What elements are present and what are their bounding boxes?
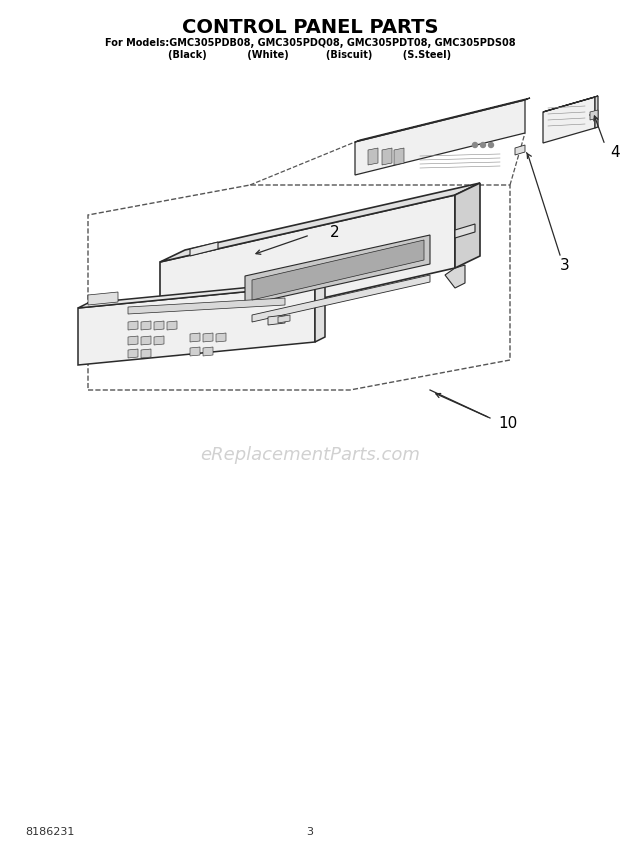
- Polygon shape: [445, 265, 465, 288]
- Polygon shape: [455, 183, 480, 268]
- Polygon shape: [128, 336, 138, 345]
- Polygon shape: [455, 224, 475, 238]
- Polygon shape: [141, 321, 151, 330]
- Polygon shape: [394, 148, 404, 165]
- Polygon shape: [141, 336, 151, 345]
- Text: 4: 4: [610, 145, 619, 159]
- Circle shape: [489, 142, 494, 147]
- Polygon shape: [355, 98, 530, 142]
- Polygon shape: [128, 349, 138, 358]
- Polygon shape: [168, 335, 178, 355]
- Polygon shape: [190, 333, 200, 342]
- Polygon shape: [128, 298, 285, 314]
- Text: 2: 2: [330, 224, 340, 240]
- Polygon shape: [78, 285, 315, 365]
- Circle shape: [472, 142, 477, 147]
- Text: 10: 10: [498, 415, 517, 431]
- Polygon shape: [245, 235, 430, 305]
- Text: CONTROL PANEL PARTS: CONTROL PANEL PARTS: [182, 18, 438, 37]
- Circle shape: [480, 142, 485, 147]
- Polygon shape: [141, 349, 151, 358]
- Polygon shape: [543, 96, 598, 112]
- Polygon shape: [216, 333, 226, 342]
- Polygon shape: [167, 321, 177, 330]
- Polygon shape: [315, 280, 325, 342]
- Polygon shape: [590, 110, 598, 120]
- Polygon shape: [252, 240, 424, 300]
- Polygon shape: [190, 347, 200, 356]
- Polygon shape: [515, 145, 525, 155]
- Polygon shape: [355, 100, 525, 175]
- Polygon shape: [252, 275, 430, 322]
- Polygon shape: [160, 183, 480, 262]
- Polygon shape: [128, 321, 138, 330]
- Text: (Black)            (White)           (Biscuit)         (S.Steel): (Black) (White) (Biscuit) (S.Steel): [169, 50, 451, 60]
- Text: eReplacementParts.com: eReplacementParts.com: [200, 446, 420, 464]
- Polygon shape: [203, 347, 213, 356]
- Polygon shape: [368, 148, 378, 165]
- Text: 3: 3: [306, 827, 314, 837]
- Polygon shape: [160, 195, 455, 335]
- Text: For Models:GMC305PDB08, GMC305PDQ08, GMC305PDT08, GMC305PDS08: For Models:GMC305PDB08, GMC305PDQ08, GMC…: [105, 38, 515, 48]
- Polygon shape: [278, 315, 290, 323]
- Text: 8186231: 8186231: [25, 827, 74, 837]
- Polygon shape: [154, 321, 164, 330]
- Polygon shape: [154, 336, 164, 345]
- Polygon shape: [78, 280, 325, 308]
- Polygon shape: [268, 315, 285, 325]
- Polygon shape: [190, 242, 218, 256]
- Polygon shape: [382, 148, 392, 165]
- Polygon shape: [595, 96, 598, 128]
- Polygon shape: [543, 97, 595, 143]
- Text: 3: 3: [560, 258, 570, 272]
- Polygon shape: [88, 292, 118, 305]
- Polygon shape: [203, 333, 213, 342]
